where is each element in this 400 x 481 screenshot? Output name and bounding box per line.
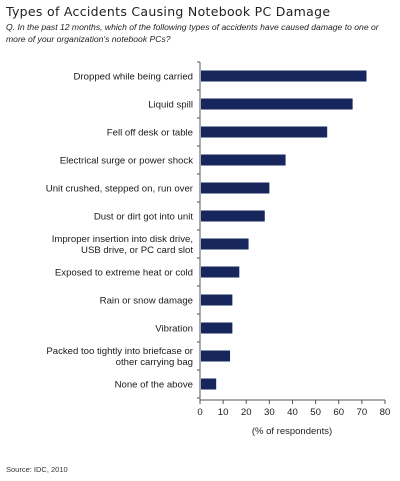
bar — [201, 322, 233, 334]
x-axis-label: (% of respondents) — [252, 426, 332, 437]
x-tick-label: 70 — [357, 407, 368, 418]
x-tick-label: 40 — [287, 407, 298, 418]
bar — [201, 182, 270, 194]
bar — [201, 350, 231, 362]
bar — [201, 378, 217, 390]
bar — [201, 154, 286, 166]
bar — [201, 98, 353, 110]
x-tick-label: 80 — [380, 407, 391, 418]
x-tick-label: 50 — [310, 407, 321, 418]
x-tick-label: 30 — [264, 407, 275, 418]
bar — [201, 266, 240, 278]
plot-area: Dropped while being carried Liquid spill F… — [46, 61, 391, 418]
bar — [201, 70, 367, 82]
category-label: None of the above — [115, 380, 193, 391]
bar — [201, 210, 265, 222]
question-text: In the past 12 months, which of the foll… — [6, 22, 379, 44]
category-label: Fell off desk or table — [107, 128, 193, 139]
category-label: Rain or snow damage — [100, 296, 193, 307]
category-label: Liquid spill — [148, 100, 193, 111]
category-label: Electrical surge or power shock — [60, 156, 194, 167]
chart-title: Types of Accidents Causing Notebook PC D… — [6, 4, 331, 19]
category-label: Dropped while being carried — [74, 72, 193, 83]
category-label: USB drive, or PC card slot — [81, 245, 193, 256]
x-tick-label: 20 — [241, 407, 252, 418]
category-label: Packed too tightly into briefcase or — [46, 346, 193, 357]
x-tick-label: 0 — [197, 407, 202, 418]
x-tick-label: 10 — [218, 407, 229, 418]
bar — [201, 126, 328, 138]
source-note: Source: IDC, 2010 — [6, 465, 68, 474]
category-label: Unit crushed, stepped on, run over — [46, 184, 194, 195]
bar — [201, 294, 233, 306]
survey-question: Q. In the past 12 months, which of the f… — [6, 22, 391, 45]
bar — [201, 238, 249, 250]
x-tick-label: 60 — [333, 407, 344, 418]
category-label: Vibration — [155, 324, 193, 335]
category-label: Dust or dirt got into unit — [94, 212, 194, 223]
category-label: other carrying bag — [116, 357, 193, 368]
category-label: Improper insertion into disk drive, — [52, 234, 193, 245]
question-prefix: Q. — [6, 22, 16, 32]
category-label: Exposed to extreme heat or cold — [55, 268, 193, 279]
